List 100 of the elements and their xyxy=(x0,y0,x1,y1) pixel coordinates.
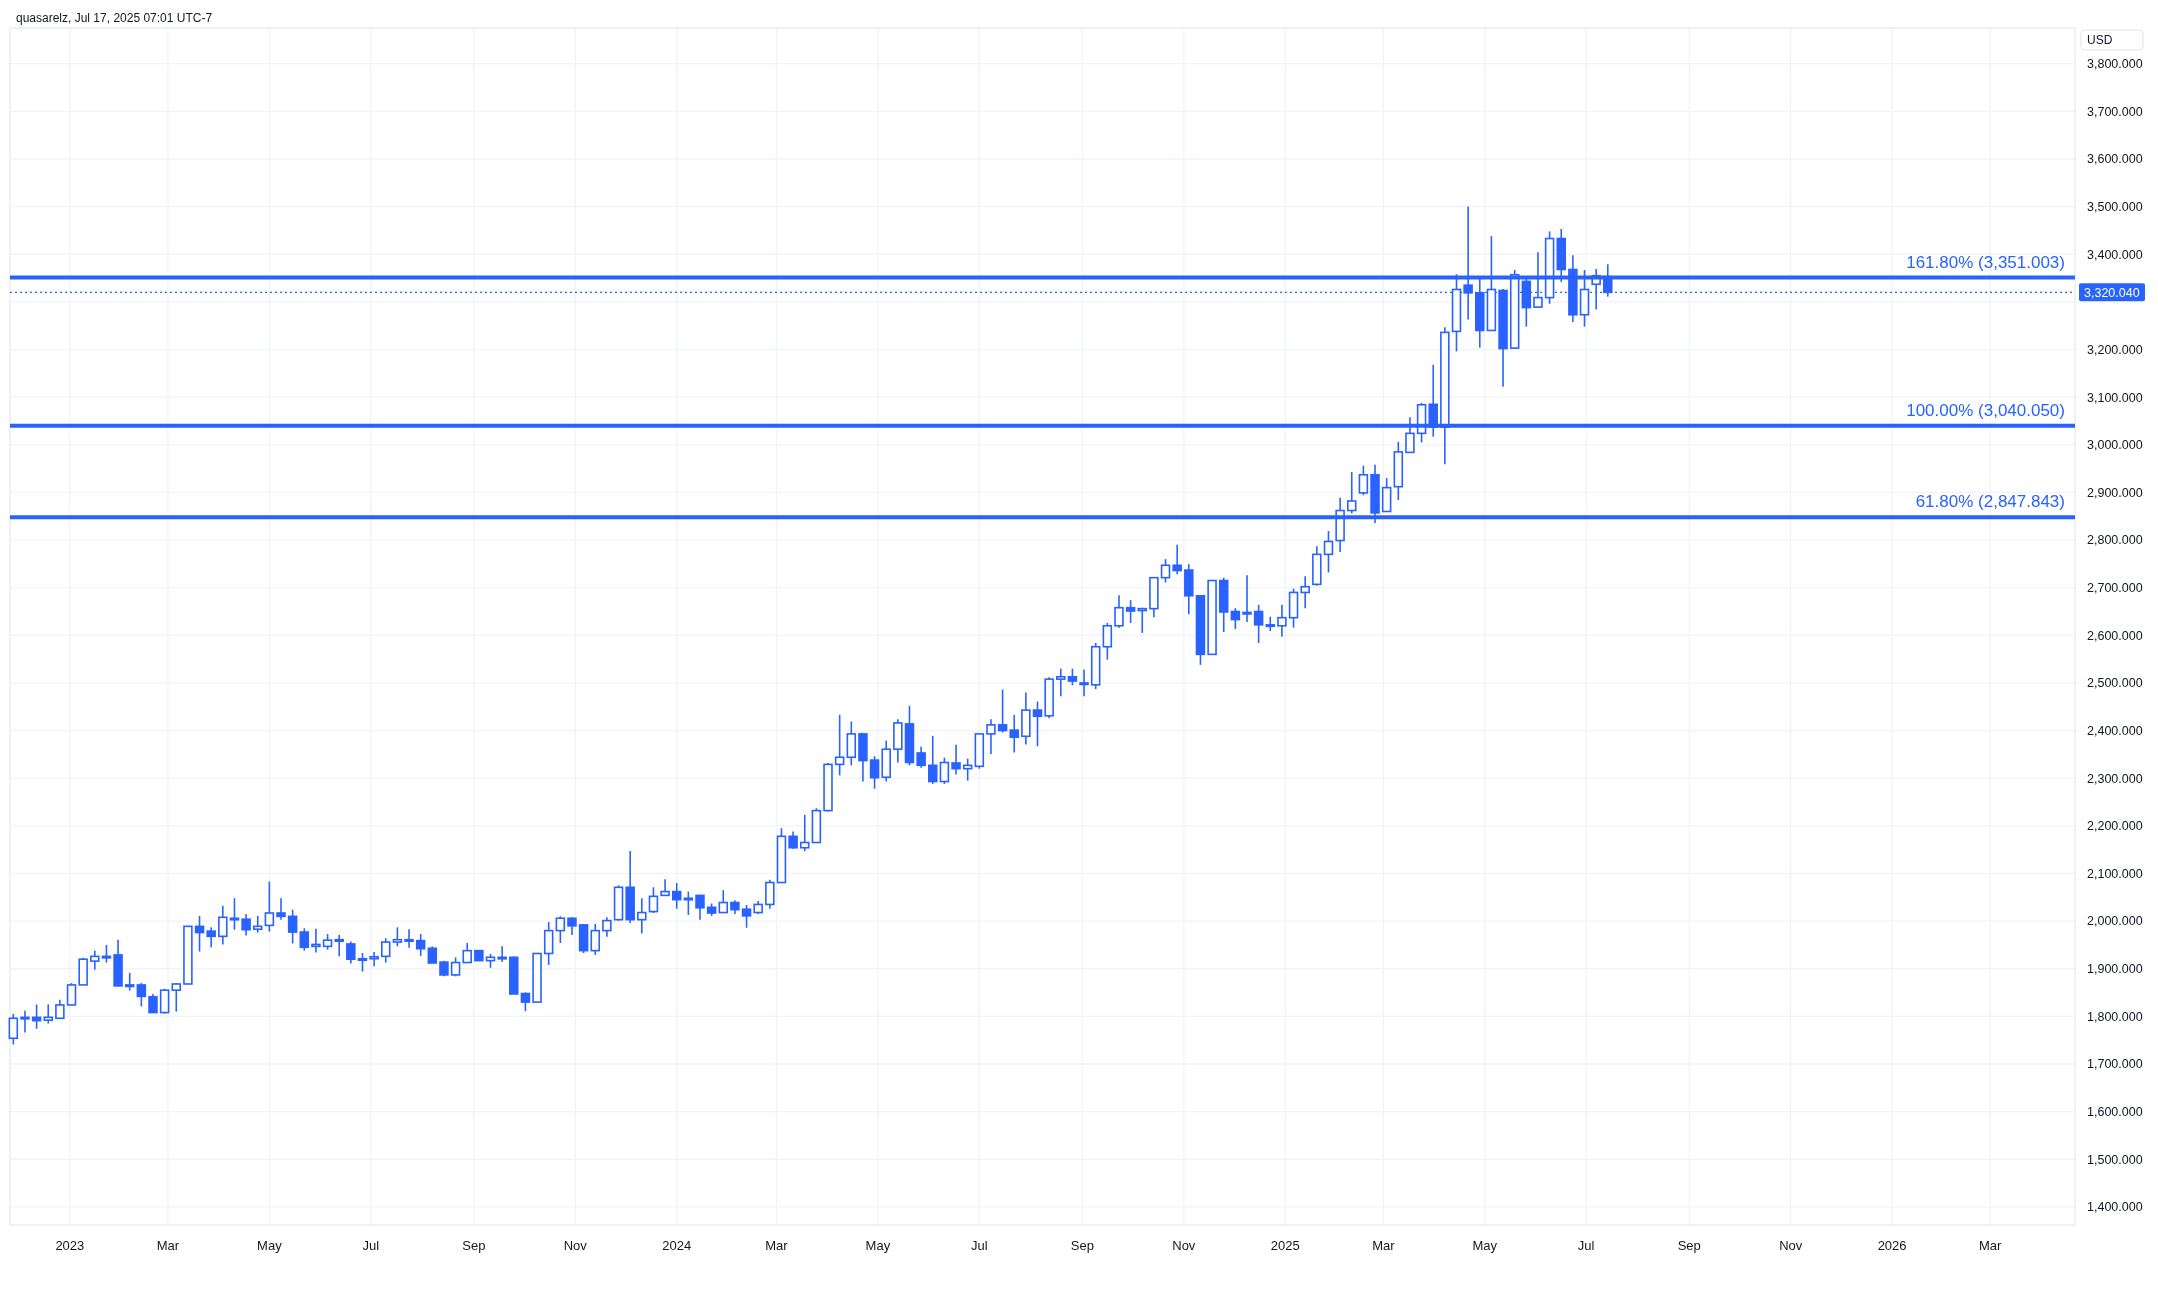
candlestick xyxy=(799,814,810,852)
x-tick-label: 2023 xyxy=(55,1238,85,1253)
candlestick xyxy=(136,982,147,1008)
candlestick xyxy=(928,735,938,785)
x-tick-label: Mar xyxy=(156,1238,180,1253)
candlestick xyxy=(1102,622,1113,661)
candlestick xyxy=(1009,714,1019,754)
candlestick xyxy=(229,897,240,931)
candlestick xyxy=(834,714,845,777)
y-tick-label: 2,500.000 xyxy=(2087,676,2143,691)
candlestick xyxy=(1253,604,1264,644)
candlestick xyxy=(660,878,670,897)
y-tick-label: 3,000.000 xyxy=(2087,438,2143,453)
candlestick xyxy=(66,982,77,1006)
candlestick xyxy=(1277,604,1287,638)
candlestick xyxy=(206,926,216,949)
x-tick-label: Nov xyxy=(1779,1238,1803,1253)
candlestick xyxy=(1265,615,1276,632)
x-tick-label: May xyxy=(865,1238,891,1253)
candlestick xyxy=(1346,471,1357,515)
candlestick xyxy=(346,940,356,965)
ref-line-label: 3,320.040 xyxy=(2084,285,2140,300)
candlestick xyxy=(381,937,391,964)
y-tick-label: 2,900.000 xyxy=(2087,485,2143,500)
y-tick-label: 2,200.000 xyxy=(2087,819,2143,834)
y-tick-label: 2,100.000 xyxy=(2087,866,2143,881)
candlestick xyxy=(1114,594,1124,629)
candlestick xyxy=(148,993,158,1014)
candlestick xyxy=(869,755,880,790)
candlestick xyxy=(1358,464,1369,497)
y-tick-label: 2,400.000 xyxy=(2087,723,2143,738)
x-tick-label: Sep xyxy=(1070,1238,1094,1253)
candlestick xyxy=(334,934,344,958)
y-tick-label: 3,600.000 xyxy=(2087,152,2143,167)
y-tick-label: 3,800.000 xyxy=(2087,57,2143,72)
candlestick xyxy=(1323,530,1334,574)
y-axis-title: USD xyxy=(2087,33,2113,48)
x-tick-label: Sep xyxy=(462,1238,486,1253)
x-tick-label: 2026 xyxy=(1877,1238,1907,1253)
candlestick xyxy=(1160,558,1171,584)
candlestick xyxy=(8,1013,19,1046)
ref-line-label: 100.00% (3,040.050) xyxy=(1906,400,2065,420)
y-tick-label: 1,800.000 xyxy=(2087,1009,2143,1024)
y-tick-label: 2,300.000 xyxy=(2087,771,2143,786)
candlestick xyxy=(55,998,65,1020)
y-tick-label: 2,600.000 xyxy=(2087,628,2143,643)
candlestick xyxy=(637,897,647,935)
y-tick-label: 1,700.000 xyxy=(2087,1057,2143,1072)
candlestick xyxy=(287,908,298,945)
candlestick xyxy=(741,904,752,929)
candlestick xyxy=(916,745,926,769)
candlestick xyxy=(171,982,182,1013)
x-tick-label: Jul xyxy=(971,1238,988,1253)
candlestick xyxy=(765,878,775,910)
y-tick-label: 3,700.000 xyxy=(2087,104,2143,119)
candlestick xyxy=(951,744,961,776)
candlestick xyxy=(543,921,554,966)
y-tick-label: 3,500.000 xyxy=(2087,200,2143,214)
candlestick xyxy=(590,923,601,956)
x-tick-label: Mar xyxy=(1372,1238,1396,1253)
y-tick-label: 1,600.000 xyxy=(2087,1105,2143,1120)
candlestick xyxy=(986,718,996,755)
y-tick-label: 3,400.000 xyxy=(2087,247,2143,262)
x-tick-label: Jul xyxy=(1577,1238,1595,1253)
candlestick xyxy=(311,927,321,954)
candlestick xyxy=(1242,574,1252,623)
x-tick-label: Jul xyxy=(362,1238,380,1253)
candlestick xyxy=(497,945,507,963)
candlestick xyxy=(602,916,612,938)
candlestick xyxy=(1125,599,1136,624)
candlestick xyxy=(159,987,170,1015)
candlestick xyxy=(1230,607,1241,630)
candlestick xyxy=(404,928,414,949)
candlestick xyxy=(43,1003,53,1025)
candlestick xyxy=(462,942,472,964)
candlestick xyxy=(555,915,566,944)
candlestick xyxy=(1300,575,1310,609)
candlestick xyxy=(648,886,659,914)
candlestick xyxy=(20,1009,30,1034)
ref-line-label: 161.80% (3,351.003) xyxy=(1906,252,2065,272)
candlestick xyxy=(846,720,857,767)
y-tick-label: 2,700.000 xyxy=(2087,581,2143,596)
y-tick-label: 2,800.000 xyxy=(2087,533,2143,548)
candlestick xyxy=(939,756,950,785)
candlestick xyxy=(1172,544,1182,576)
candlestick xyxy=(695,894,705,921)
candlestick xyxy=(1079,668,1089,698)
candlestick xyxy=(1032,700,1043,748)
candlestick xyxy=(392,926,403,948)
candlestick xyxy=(264,880,275,933)
candlestick xyxy=(299,927,310,952)
candlestick xyxy=(357,952,368,973)
candlestick xyxy=(218,905,228,946)
x-tick-label: 2025 xyxy=(1270,1238,1300,1253)
text: quasarelz, Jul 17, 2025 07:01 UTC-7 xyxy=(16,11,213,25)
x-tick-label: May xyxy=(257,1238,283,1253)
candlestick xyxy=(276,897,286,921)
candlestick xyxy=(1381,477,1392,513)
x-tick-label: Mar xyxy=(765,1238,789,1253)
candlestick xyxy=(997,688,1008,734)
